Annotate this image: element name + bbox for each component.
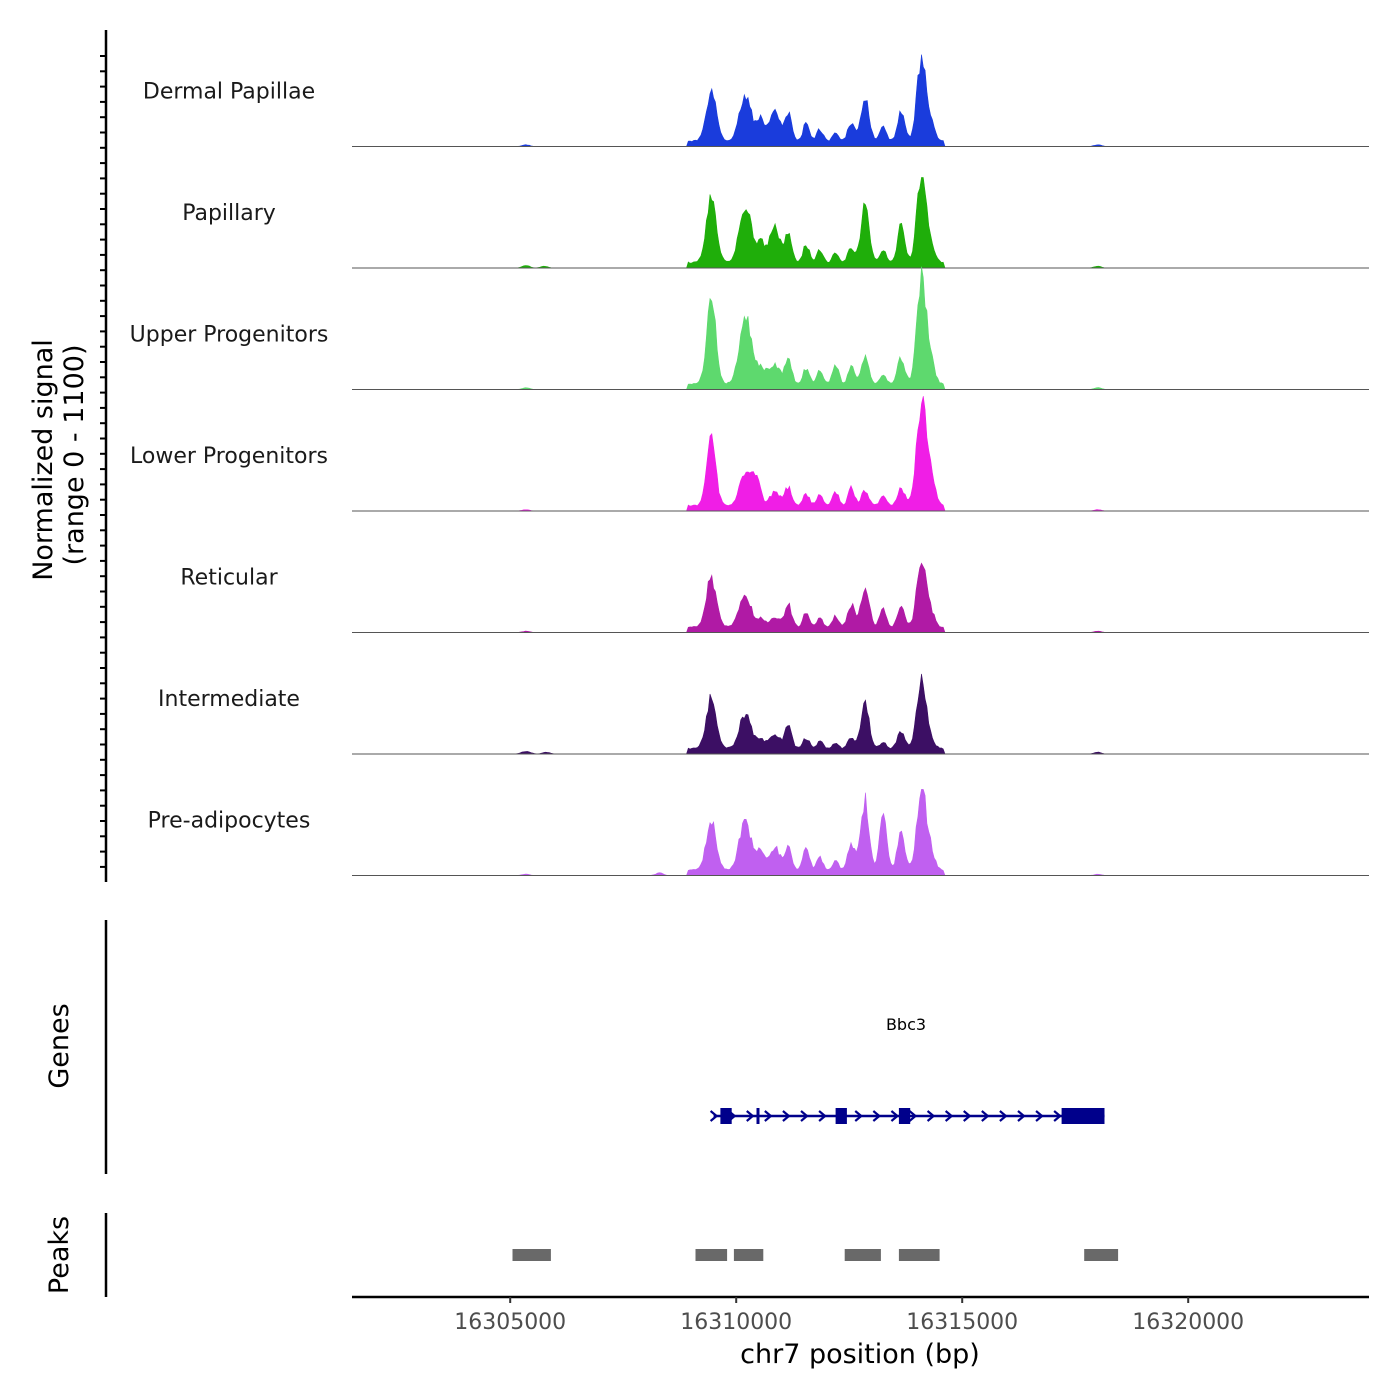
coverage-track-5 — [352, 673, 1333, 755]
track-label: Pre-adipocytes — [148, 809, 311, 834]
coverage-track-0 — [352, 54, 1333, 147]
strand-arrow — [963, 1110, 972, 1122]
strand-arrow — [800, 1110, 809, 1122]
track-label: Papillary — [182, 201, 276, 226]
peak-region — [512, 1249, 551, 1261]
strand-arrow — [944, 1110, 954, 1122]
gene-name-label: Bbc3 — [886, 1015, 926, 1034]
signal-axis — [100, 30, 108, 882]
track-label: Intermediate — [158, 687, 300, 712]
x-tick-label: 16315000 — [906, 1310, 1018, 1335]
coverage-track-3 — [352, 396, 1333, 512]
y-axis-title: Normalized signal — [28, 339, 59, 581]
strand-arrow — [926, 1110, 936, 1122]
strand-arrow — [764, 1110, 773, 1122]
strand-arrow — [872, 1110, 882, 1122]
strand-arrow — [1035, 1110, 1044, 1122]
x-axis-title: chr7 position (bp) — [740, 1339, 980, 1370]
peak-region — [898, 1249, 940, 1261]
coverage-track-4 — [352, 562, 1333, 633]
strand-arrow — [890, 1110, 900, 1122]
x-tick-label: 16320000 — [1132, 1310, 1244, 1335]
gene-exon — [756, 1108, 760, 1124]
gene-exon — [898, 1108, 911, 1124]
strand-arrow — [908, 1110, 918, 1122]
strand-arrow — [746, 1110, 755, 1122]
track-label: Reticular — [180, 566, 278, 591]
coverage-panel: Dermal Papillae Papillary Upper Progenitor… — [130, 54, 1369, 876]
strand-arrow — [818, 1110, 827, 1122]
peak-region — [844, 1249, 881, 1261]
peak-region — [695, 1249, 728, 1261]
gene-exon — [835, 1108, 847, 1124]
x-axis: 16305000 16310000 16315000 16320000 — [352, 1295, 1369, 1335]
coverage-track-2 — [352, 266, 1333, 390]
strand-arrow — [981, 1110, 990, 1122]
strand-arrow — [782, 1110, 791, 1122]
genes-panel — [104, 920, 1105, 1174]
peak-region — [733, 1249, 764, 1261]
strand-arrow — [1017, 1110, 1026, 1122]
coverage-track-1 — [352, 177, 1333, 269]
track-label: Dermal Papillae — [143, 80, 315, 105]
strand-arrow — [999, 1110, 1008, 1122]
gene-exon — [720, 1108, 732, 1124]
peaks-axis-title: Peaks — [44, 1216, 75, 1294]
x-tick-label: 16310000 — [680, 1310, 792, 1335]
genes-axis-title: Genes — [44, 1003, 75, 1088]
strand-arrow — [709, 1110, 719, 1122]
strand-arrow — [1053, 1110, 1062, 1122]
track-label: Lower Progenitors — [130, 444, 328, 469]
peaks-panel — [104, 1213, 1119, 1297]
strand-arrow — [854, 1110, 863, 1122]
coverage-track-6 — [352, 788, 1333, 876]
track-label: Upper Progenitors — [130, 323, 329, 348]
x-tick-label: 16305000 — [454, 1310, 566, 1335]
peak-region — [1084, 1249, 1119, 1261]
gene-exon — [1061, 1108, 1105, 1124]
y-axis-range: (range 0 - 1100) — [59, 345, 90, 566]
